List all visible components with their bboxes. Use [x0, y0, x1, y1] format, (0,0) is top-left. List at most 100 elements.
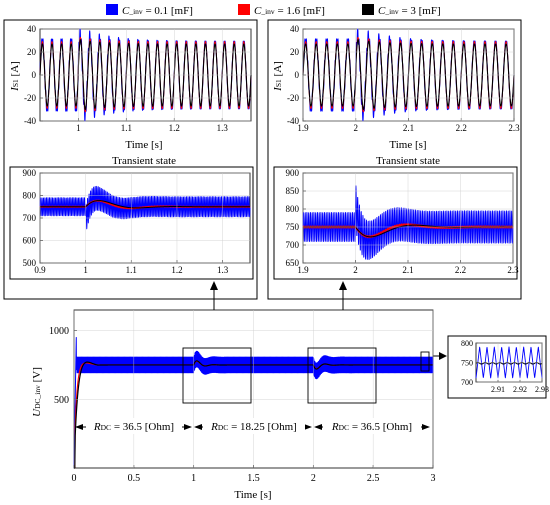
- voltage-left-frame: [9, 166, 254, 280]
- arrowhead-right-panel: [339, 281, 347, 290]
- current-right-xlabel: Time [s]: [389, 139, 426, 151]
- voltage-right-transient-xtick-label-3: 2.2: [455, 265, 466, 275]
- voltage-overview-xtick-label-5: 2.5: [367, 473, 380, 484]
- left-panel-frame: [3, 19, 258, 300]
- voltage-left-transient-xtick-label-3: 1.2: [171, 265, 182, 275]
- current-right-xtick-label-1: 2: [354, 123, 359, 133]
- current-left-ylabel: IS1 [A]: [9, 61, 21, 92]
- current-right-ylabel-sub: S1: [274, 79, 283, 87]
- r3-label: RDC = 36.5 [Ohm]: [331, 421, 412, 433]
- r2-label-sub: DC: [218, 423, 228, 432]
- current-right-ytick-label-2: 0: [295, 70, 300, 80]
- voltage-right-transient-ytick-label-0: 900: [286, 168, 300, 178]
- r1-label-bg: [86, 418, 182, 434]
- legend-entry-3-sub: _inv: [384, 7, 399, 16]
- current-left-transient-title: Transient state: [112, 155, 176, 167]
- voltage-zoom-inset-xtick-label-1: 2.92: [513, 385, 527, 394]
- voltage-overview-xtick-label-6: 3: [431, 473, 436, 484]
- voltage-right-transient-xtick-label-0: 1.9: [297, 265, 309, 275]
- current-left-series-3-line: [39, 39, 252, 111]
- voltage-zoom-inset-xtick-label-0: 2.91: [491, 385, 505, 394]
- r2-label-val: = 18.25 [Ohm]: [228, 421, 297, 433]
- current-left-ytick-label-0: 40: [27, 24, 37, 34]
- current-right-transient-title: Transient state: [376, 155, 440, 167]
- legend-entry-3-eq: = 3 [mF]: [399, 5, 441, 17]
- r1-label-val: = 36.5 [Ohm]: [111, 421, 174, 433]
- voltage-zoom-inset-ytick-label-2: 700: [461, 378, 473, 387]
- voltage-right-transient-ytick-label-1: 850: [286, 186, 300, 196]
- voltage-zoom-inset-series-2-line: [475, 362, 543, 365]
- voltage-left-transient-ytick-label-4: 500: [23, 258, 37, 268]
- current-right-ytick-label-3: -20: [287, 93, 299, 103]
- r3-label-r: R: [331, 421, 339, 433]
- current-left-ytick-label-1: 20: [27, 47, 37, 57]
- r1-arrow-right: [184, 424, 192, 430]
- voltage-overview-xtick-label-4: 2: [311, 473, 316, 484]
- zoom-box-left: [182, 347, 252, 404]
- current-left-ylabel-unit: [A]: [9, 61, 21, 79]
- legend-entry-1-eq: = 0.1 [mF]: [143, 5, 193, 17]
- voltage-zoom-traces: [475, 346, 543, 379]
- arrowhead-zoom-inset: [439, 352, 447, 360]
- current-left-ylabel-sub: S1: [11, 79, 20, 87]
- current-right-ylabel: IS1 [A]: [272, 61, 284, 92]
- zoom-box-inset: [420, 351, 430, 372]
- r2-arrow-left: [194, 424, 202, 430]
- voltage-overview-ylabel: UDC_inv [V]: [31, 367, 43, 417]
- current-left-xtick-label-0: 1: [76, 123, 81, 133]
- current-right-chart: 1.9 2 2.1 2.2 2.3 40 20 0 -20 -40 IS1 [A] Time [s…: [272, 24, 520, 167]
- voltage-overview-xtick-label-0: 0: [72, 473, 77, 484]
- voltage-left-transient-xtick-label-4: 1.3: [217, 265, 229, 275]
- r3-arrow-right: [422, 424, 430, 430]
- legend-swatch-blue: [106, 4, 118, 15]
- voltage-overview-xlabel: Time [s]: [234, 489, 271, 501]
- voltage-zoom-inset-series-1-line: [475, 346, 543, 379]
- legend-entry-3-c: C: [378, 5, 386, 17]
- legend-entry-3: C_inv = 3 [mF]: [378, 5, 441, 17]
- legend-entry-1: C_inv = 0.1 [mF]: [122, 5, 193, 17]
- current-left-axes: 1 1.1 1.2 1.3 40 20 0 -20 -40: [24, 24, 251, 133]
- voltage-overview-ytick-label-1: 500: [54, 395, 69, 406]
- r1-label: RDC = 36.5 [Ohm]: [93, 421, 174, 433]
- current-left-chart: 1 1.1 1.2 1.3 40 20 0 -20 -40 IS1 [A] Time [s] T…: [9, 24, 252, 167]
- voltage-overview-xtick-label-3: 1.5: [247, 473, 260, 484]
- voltage-right-chart: 1.9 2 2.1 2.2 2.3 900 850 800 750 700 650: [273, 166, 520, 280]
- voltage-overview-xtick-label-1: 0.5: [128, 473, 141, 484]
- legend-entry-2: C_inv = 1.6 [mF]: [254, 5, 325, 17]
- r2-label-r: R: [210, 421, 218, 433]
- current-right-xtick-label-4: 2.3: [508, 123, 520, 133]
- voltage-right-transient-ytick-label-4: 700: [286, 240, 300, 250]
- voltage-overview-axes: 0 0.5 1 1.5 2 2.5 3 1000 500: [49, 310, 436, 484]
- current-right-xtick-label-2: 2.1: [403, 123, 414, 133]
- r1-label-sub: DC: [101, 423, 111, 432]
- voltage-left-chart: 0.9 1 1.1 1.2 1.3 900 800 700 600 500: [9, 166, 254, 280]
- legend-swatch-red: [238, 4, 250, 15]
- current-right-ylabel-unit: [A]: [272, 61, 284, 79]
- voltage-right-transient-xtick-label-2: 2.1: [402, 265, 413, 275]
- legend-entry-2-sub: _inv: [260, 7, 275, 16]
- r3-label-val: = 36.5 [Ohm]: [349, 421, 412, 433]
- voltage-left-transient-xtick-label-0: 0.9: [34, 265, 46, 275]
- legend-swatch-black: [362, 4, 374, 15]
- current-left-xlabel: Time [s]: [125, 139, 162, 151]
- r3-label-sub: DC: [339, 423, 349, 432]
- current-left-ylabel-i: I: [9, 86, 21, 92]
- current-right-ytick-label-4: -40: [287, 116, 299, 126]
- current-right-axes: 1.9 2 2.1 2.2 2.3 40 20 0 -20 -40: [287, 24, 520, 133]
- current-left-xtick-label-1: 1.1: [121, 123, 132, 133]
- voltage-left-transient-xtick-label-2: 1.1: [126, 265, 137, 275]
- r2-label: RDC = 18.25 [Ohm]: [210, 421, 297, 433]
- resistance-annotations: RDC = 36.5 [Ohm] RDC = 18.25 [Ohm] RDC =…: [75, 418, 430, 434]
- voltage-right-axes: 1.9 2 2.1 2.2 2.3 900 850 800 750 700 650: [286, 168, 520, 275]
- voltage-left-axes: 0.9 1 1.1 1.2 1.3 900 800 700 600 500: [23, 168, 250, 275]
- voltage-right-transient-ytick-label-2: 800: [286, 204, 300, 214]
- r3-arrow-left: [314, 424, 322, 430]
- r2-arrow-right: [304, 424, 312, 430]
- voltage-right-transient-ytick-label-5: 650: [286, 258, 300, 268]
- legend-entry-2-c: C: [254, 5, 262, 17]
- voltage-zoom-inset-chart: 2.91 2.92 2.93 800 750 700: [447, 335, 549, 399]
- right-panel-frame: [267, 19, 522, 300]
- current-right-xtick-label-0: 1.9: [297, 123, 309, 133]
- voltage-right-transient-xtick-label-4: 2.3: [507, 265, 519, 275]
- voltage-left-traces: [39, 185, 251, 230]
